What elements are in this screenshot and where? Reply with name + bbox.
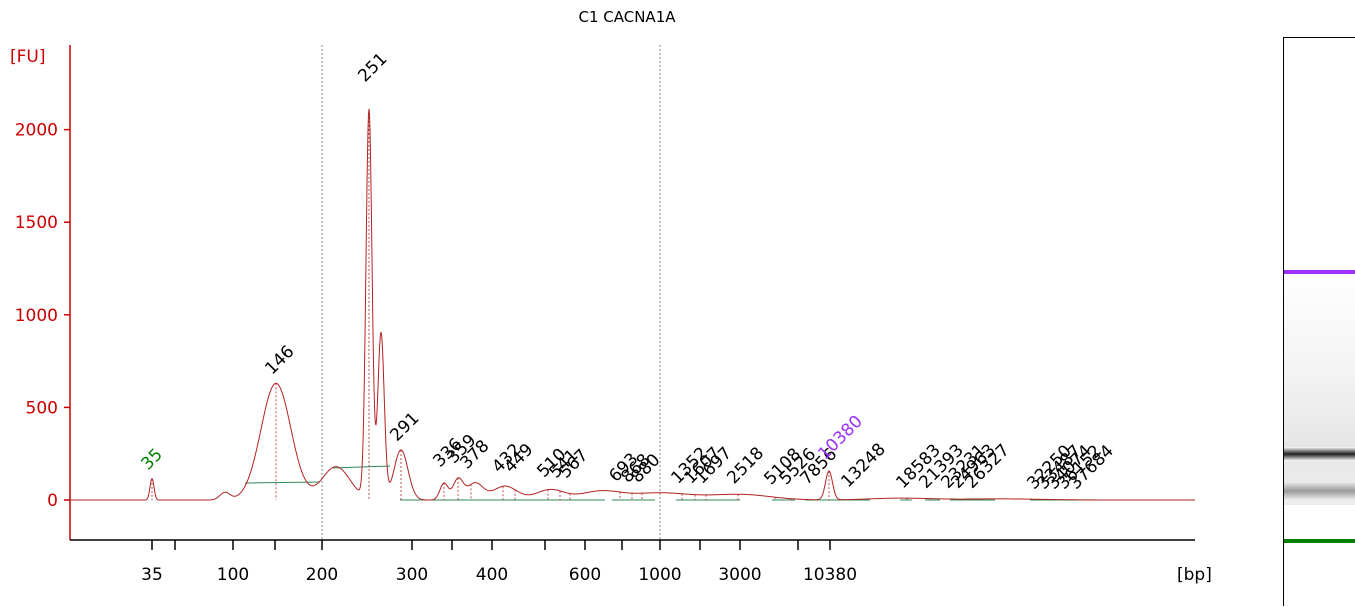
y-tick-label: 1000: [15, 306, 58, 326]
x-tick-label: 300: [396, 565, 428, 585]
x-tick-label: 100: [217, 565, 249, 585]
gel-band-secondary: [1284, 482, 1355, 500]
peak-label: 251: [354, 49, 391, 86]
electropherogram-trace: [70, 108, 1195, 501]
gel-lane: [1283, 37, 1355, 606]
axes: 0 500 1000 1500 2000 35 100 200 300 400 600 1000 300…: [15, 45, 1195, 585]
x-tick-label: 200: [306, 565, 338, 585]
x-tick-label: 3000: [718, 565, 761, 585]
gel-lower-marker-band: [1284, 539, 1355, 543]
x-tick-label: 35: [141, 565, 163, 585]
chart-title: C1 CACNA1A: [578, 8, 676, 26]
gel-upper-marker-band: [1284, 270, 1355, 274]
y-tick-label: 0: [47, 491, 58, 511]
trace: [70, 108, 1195, 501]
x-tick-label: 400: [476, 565, 508, 585]
x-tick-label: 10380: [803, 565, 857, 585]
y-tick-label: 500: [26, 398, 58, 418]
peak-label: 35: [137, 445, 166, 474]
y-tick-label: 2000: [15, 121, 58, 141]
gel-smear: [1284, 270, 1355, 505]
peak-label: 291: [386, 408, 423, 445]
x-tick-label: 1000: [638, 565, 681, 585]
baseline-segment: [244, 481, 321, 484]
x-tick-label: 600: [569, 565, 601, 585]
peak-label: 2518: [723, 443, 768, 488]
y-axis-label: [FU]: [10, 47, 46, 67]
gridlines: [321, 45, 661, 540]
x-axis-label: [bp]: [1177, 565, 1212, 585]
peak-label: 146: [261, 342, 298, 379]
baseline-segment: [332, 465, 391, 469]
y-tick-label: 1500: [15, 213, 58, 233]
gel-band-main: [1284, 447, 1355, 461]
